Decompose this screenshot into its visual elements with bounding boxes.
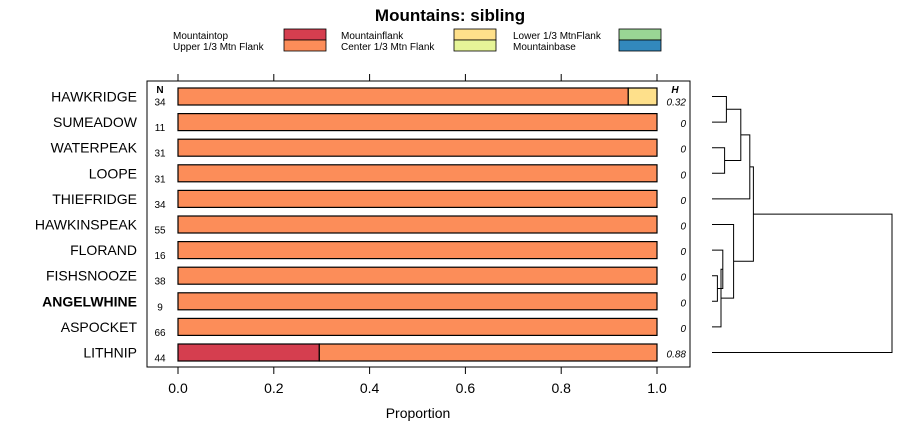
row-label: ANGELWHINE — [42, 293, 137, 309]
row-label: ASPOCKET — [61, 319, 138, 335]
x-axis-label: Proportion — [386, 405, 451, 421]
bar-segment-upper-1-3-mtn-flank — [177, 164, 658, 183]
dendrogram-branch — [712, 96, 727, 123]
row-label: FLORAND — [70, 242, 137, 258]
h-value: 0 — [680, 298, 686, 309]
bar-segment-upper-1-3-mtn-flank — [177, 189, 658, 208]
bar-segment-upper-1-3-mtn-flank — [177, 87, 629, 106]
h-value: 0 — [680, 170, 686, 181]
x-tick-label: 0.6 — [456, 380, 476, 396]
bar-segment-upper-1-3-mtn-flank — [177, 292, 658, 311]
dendrogram-branch — [712, 147, 726, 174]
row-label: LOOPE — [89, 165, 137, 181]
row-thiefridge: THIEFRIDGE 34 0 — [52, 189, 686, 211]
h-value: 0 — [680, 145, 686, 156]
legend-swatch-mountaintop — [283, 28, 327, 41]
legend-label-mountaintop: Mountaintop — [173, 31, 228, 42]
row-hawkridge: HAWKRIDGE 34 0.32 — [51, 87, 687, 109]
legend-label-center-1-3-mtn-flank: Center 1/3 Mtn Flank — [341, 42, 435, 53]
row-label: HAWKINSPEAK — [35, 217, 138, 233]
n-column-header: N — [156, 85, 163, 96]
h-value: 0 — [680, 247, 686, 258]
h-value: 0.88 — [667, 350, 687, 361]
row-label: HAWKRIDGE — [51, 89, 137, 105]
chart-title: Mountains: sibling — [375, 6, 525, 25]
h-value: 0 — [680, 273, 686, 284]
bar-segment-upper-1-3-mtn-flank — [177, 266, 658, 285]
dendrogram-branch — [712, 213, 893, 353]
dendrogram — [712, 96, 893, 353]
bar-segment-upper-1-3-mtn-flank — [177, 215, 658, 234]
x-tick-label: 1.0 — [647, 380, 667, 396]
bar-segment-upper-1-3-mtn-flank — [318, 343, 658, 362]
legend-label-upper-1-3-mtn-flank: Upper 1/3 Mtn Flank — [173, 42, 265, 53]
row-fishsnooze: FISHSNOOZE 38 0 — [46, 266, 686, 288]
legend-swatch-lower-1-3-mtnflank — [618, 28, 662, 41]
row-label: SUMEADOW — [53, 114, 138, 130]
n-value: 55 — [154, 226, 166, 237]
row-label: WATERPEAK — [51, 140, 138, 156]
legend-swatch-mountainflank — [453, 28, 497, 41]
h-value: 0 — [680, 119, 686, 130]
n-value: 16 — [154, 251, 166, 262]
n-value: 44 — [154, 354, 166, 365]
dendrogram-branch — [733, 166, 754, 262]
dendrogram-branch — [712, 134, 751, 200]
x-axis: 0.0 0.2 0.4 0.6 0.8 1.0 — [168, 74, 667, 396]
legend-swatch-center-1-3-mtn-flank — [453, 39, 497, 52]
row-label: THIEFRIDGE — [52, 191, 137, 207]
row-florand: FLORAND 16 0 — [70, 241, 686, 262]
bar-segment-upper-1-3-mtn-flank — [177, 112, 658, 132]
row-lithnip: LITHNIP 44 0.88 — [83, 343, 687, 365]
row-sumeadow: SUMEADOW 11 0 — [53, 112, 686, 134]
x-tick-label: 0.0 — [168, 380, 188, 396]
n-value: 34 — [154, 200, 166, 211]
row-waterpeak: WATERPEAK 31 0 — [51, 138, 686, 160]
x-tick-label: 0.8 — [551, 380, 571, 396]
dendrogram-branch — [724, 108, 742, 161]
bar-segment-upper-1-3-mtn-flank — [177, 317, 658, 336]
row-label: FISHSNOOZE — [46, 268, 137, 284]
h-value: 0 — [680, 222, 686, 233]
bar-segment-mountainflank — [627, 87, 658, 106]
n-value: 11 — [155, 123, 166, 134]
n-value: 31 — [154, 174, 166, 185]
x-tick-label: 0.2 — [264, 380, 284, 396]
legend-swatch-upper-1-3-mtn-flank — [283, 39, 327, 52]
legend-label-lower-1-3-mtnflank: Lower 1/3 MtnFlank — [513, 31, 602, 42]
h-column-header: H — [671, 85, 679, 96]
legend-label-mountainflank: Mountainflank — [341, 31, 404, 42]
n-value: 66 — [154, 328, 166, 339]
plot-frame — [146, 80, 691, 368]
n-value: 31 — [154, 149, 166, 160]
row-aspocket: ASPOCKET 66 0 — [61, 317, 686, 339]
row-angelwhine: ANGELWHINE 9 0 — [42, 292, 686, 313]
h-value: 0.32 — [667, 98, 687, 109]
x-tick-label: 0.4 — [360, 380, 380, 396]
row-loope: LOOPE 31 0 — [89, 164, 686, 185]
bar-segment-upper-1-3-mtn-flank — [177, 241, 658, 260]
n-value: 9 — [157, 302, 163, 313]
bar-segment-mountaintop — [177, 343, 320, 362]
h-value: 0 — [680, 196, 686, 207]
dendrogram-branch — [712, 275, 718, 302]
n-value: 34 — [154, 98, 166, 109]
bar-segment-upper-1-3-mtn-flank — [177, 138, 658, 157]
legend-swatch-mountainbase — [618, 39, 662, 52]
legend-label-mountainbase: Mountainbase — [513, 42, 576, 53]
row-label: LITHNIP — [83, 345, 137, 361]
row-hawkinspeak: HAWKINSPEAK 55 0 — [35, 215, 686, 237]
n-value: 38 — [154, 277, 166, 288]
h-value: 0 — [680, 324, 686, 335]
